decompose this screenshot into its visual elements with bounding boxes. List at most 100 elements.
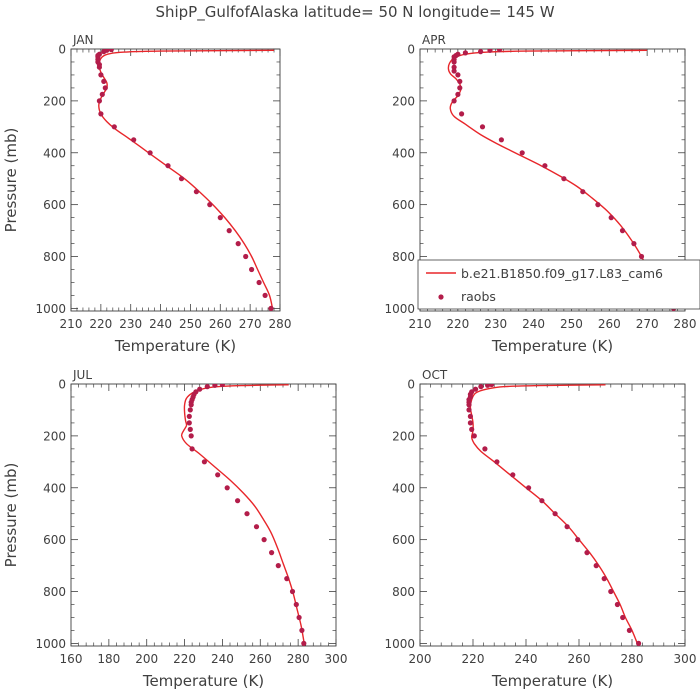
raobs-point [96, 98, 102, 104]
raobs-point [188, 433, 194, 439]
raobs-point [219, 384, 225, 388]
raobs-point [552, 511, 558, 517]
plot-frame [70, 48, 281, 312]
y-tick-label: 200 [43, 429, 66, 443]
x-tick-label: 260 [598, 317, 621, 331]
y-tick-label: 800 [392, 585, 415, 599]
model-profile-line [447, 49, 676, 309]
panel-label: JAN [72, 33, 94, 47]
plot-frame [419, 48, 686, 312]
x-tick-label: 280 [287, 652, 310, 666]
x-tick-label: 210 [60, 317, 83, 331]
x-tick-label: 200 [409, 652, 432, 666]
raobs-point [99, 91, 105, 97]
x-tick-label: 250 [560, 317, 583, 331]
raobs-point [526, 485, 532, 491]
raobs-point [466, 402, 472, 408]
raobs-point [217, 215, 223, 221]
raobs-point [197, 386, 203, 392]
raobs-point [96, 64, 102, 70]
x-tick-label: 210 [409, 317, 432, 331]
raobs-point [98, 111, 104, 117]
raobs-point [293, 601, 299, 608]
panel-jan: 210 220 230 240 250 260 270 280 0 200 400 600 800 100… [2, 33, 291, 355]
legend-label-model: b.e21.B1850.f09_g17.L83_cam6 [461, 266, 663, 281]
raobs-point [299, 627, 305, 634]
x-axis-title: Temperature (K) [114, 337, 236, 355]
y-tick-label: 400 [392, 481, 415, 495]
x-axis-title: Temperature (K) [491, 672, 613, 690]
raobs-point [301, 640, 307, 646]
x-tick-label: 300 [325, 652, 348, 666]
raobs-point [186, 413, 192, 419]
raobs-point [496, 49, 503, 53]
raobs-point [455, 91, 461, 97]
x-tick-label: 260 [249, 652, 272, 666]
raobs-point [235, 498, 241, 504]
raobs-point [636, 640, 642, 646]
model-profile-line [98, 49, 275, 309]
y-axis-title: Pressure (mb) [2, 463, 20, 568]
x-axis-title: Temperature (K) [491, 337, 613, 355]
y-tick-label: 400 [43, 146, 66, 160]
plot-frame [70, 383, 337, 647]
raobs-point [451, 68, 457, 74]
y-tick-label: 800 [43, 250, 66, 264]
raobs-point [489, 384, 495, 388]
raobs-point [510, 472, 516, 478]
raobs-point [519, 150, 525, 156]
x-tick-label: 240 [515, 652, 538, 666]
y-tick-label: 400 [392, 146, 415, 160]
raobs-point [469, 426, 475, 432]
raobs-point [226, 228, 232, 234]
raobs-point [487, 49, 493, 53]
raobs-point [101, 78, 107, 84]
raobs-point [451, 64, 457, 70]
raobs-point [539, 498, 545, 504]
panel-oct: 200 220 240 260 280 300 0 200 400 600 800 1000 OCT Te… [384, 368, 696, 690]
raobs-point [215, 472, 221, 478]
plot-area [180, 384, 307, 646]
raobs-point [165, 163, 171, 169]
raobs-point [631, 241, 637, 247]
raobs-point [296, 614, 302, 621]
raobs-point [478, 49, 484, 55]
raobs-point [459, 111, 465, 117]
raobs-point [601, 576, 607, 582]
raobs-point [638, 253, 645, 260]
plot-area [466, 384, 642, 646]
plot-area [95, 49, 275, 311]
panel-label: JUL [72, 368, 92, 382]
x-tick-label: 300 [674, 652, 697, 666]
y-axis-title: Pressure (mb) [2, 128, 20, 233]
panel-jul: 160 180 200 220 240 260 280 300 0 200 400 600 800 100… [2, 368, 347, 690]
raobs-point [451, 59, 457, 65]
x-tick-label: 220 [173, 652, 196, 666]
raobs-point [108, 49, 114, 53]
raobs-point [457, 78, 463, 84]
raobs-point [620, 614, 626, 621]
y-tick-label: 1000 [35, 302, 66, 316]
x-tick-label: 280 [621, 652, 644, 666]
raobs-point [102, 85, 108, 91]
raobs-point [608, 215, 614, 221]
x-tick-label: 220 [462, 652, 485, 666]
raobs-point [473, 386, 479, 392]
legend: b.e21.B1850.f09_g17.L83_cam6 raobs [417, 259, 700, 310]
raobs-point [575, 537, 581, 543]
legend-dot-swatch [438, 294, 444, 300]
y-tick-label: 200 [392, 429, 415, 443]
raobs-point [235, 241, 241, 247]
y-tick-label: 0 [407, 378, 415, 392]
model-profile-line [180, 384, 306, 645]
raobs-point [204, 384, 210, 390]
y-tick-label: 0 [58, 43, 66, 57]
raobs-point [478, 384, 484, 390]
y-tick-label: 800 [43, 585, 66, 599]
raobs-point [269, 550, 275, 556]
x-tick-label: 270 [636, 317, 659, 331]
figure-title: ShipP_GulfofAlaska latitude= 50 N longit… [155, 3, 554, 22]
x-tick-label: 160 [60, 652, 83, 666]
y-tick-label: 1000 [384, 302, 415, 316]
raobs-point [626, 627, 633, 634]
